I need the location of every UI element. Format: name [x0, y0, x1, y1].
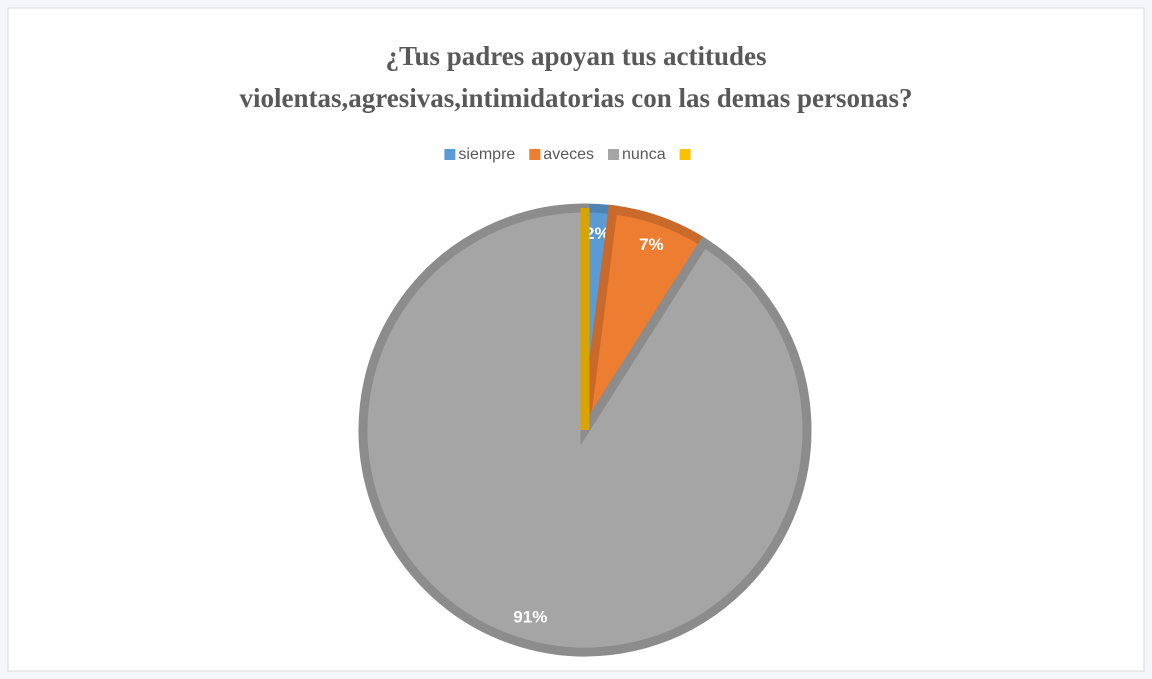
legend-swatch [444, 149, 456, 160]
data-label: 7% [639, 235, 664, 254]
legend-label: aveces [543, 146, 594, 163]
legend-swatch [608, 149, 620, 160]
data-label: 91% [513, 608, 547, 627]
data-label: 2% [585, 224, 610, 243]
chart-title: violentas,agresivas,intimidatorias con l… [239, 83, 912, 113]
pie-slice [358, 203, 812, 657]
legend-swatch [679, 149, 691, 160]
legend-label: siempre [458, 146, 515, 163]
legend-swatch [529, 149, 541, 160]
chart-title: ¿Tus padres apoyan tus actitudes [385, 41, 766, 71]
legend-label: nunca [622, 146, 666, 163]
